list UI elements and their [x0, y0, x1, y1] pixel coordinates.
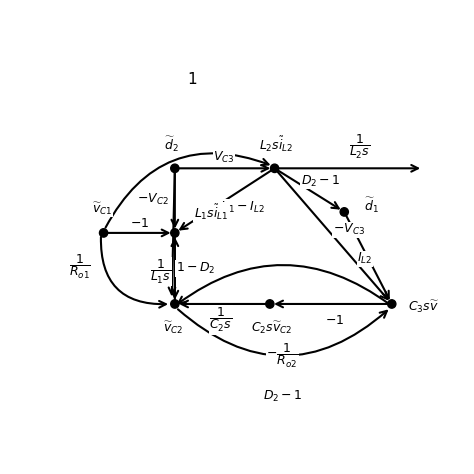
Text: $-\dfrac{1}{R_{o2}}$: $-\dfrac{1}{R_{o2}}$ [266, 342, 299, 370]
Text: $\dfrac{1}{L_2 s}$: $\dfrac{1}{L_2 s}$ [349, 133, 371, 161]
Circle shape [266, 300, 274, 308]
Circle shape [100, 229, 108, 237]
Text: $-V_{C2}$: $-V_{C2}$ [137, 191, 169, 207]
Circle shape [171, 164, 179, 173]
Text: $1$: $1$ [187, 72, 197, 88]
Text: $\widetilde{d}_2$: $\widetilde{d}_2$ [164, 135, 179, 154]
Circle shape [340, 208, 348, 216]
Text: $\dfrac{1}{R_{o1}}$: $\dfrac{1}{R_{o1}}$ [69, 253, 91, 281]
Text: $\widetilde{v}_{C2}$: $\widetilde{v}_{C2}$ [163, 320, 183, 336]
Circle shape [171, 229, 179, 237]
Circle shape [171, 300, 179, 308]
Text: $\widetilde{d}_1$: $\widetilde{d}_1$ [364, 196, 379, 215]
Text: $V_{C3}$: $V_{C3}$ [213, 149, 235, 164]
Text: $\dfrac{1}{C_2 s}$: $\dfrac{1}{C_2 s}$ [209, 306, 232, 334]
Text: $1-D_2$: $1-D_2$ [176, 261, 215, 276]
Text: $I_{L1}-I_{L2}$: $I_{L1}-I_{L2}$ [220, 200, 265, 215]
Text: $-V_{C3}$: $-V_{C3}$ [333, 222, 365, 237]
Text: $I_{L2}$: $I_{L2}$ [357, 251, 373, 266]
Text: $C_2 s\widetilde{v}_{C2}$: $C_2 s\widetilde{v}_{C2}$ [251, 320, 292, 336]
Text: $-1$: $-1$ [325, 314, 345, 327]
Text: $-1$: $-1$ [130, 217, 150, 230]
Text: $D_2-1$: $D_2-1$ [301, 173, 340, 189]
Circle shape [388, 300, 396, 308]
Text: $\widetilde{v}_{C1}$: $\widetilde{v}_{C1}$ [92, 201, 112, 217]
Text: $D_2-1$: $D_2-1$ [263, 389, 302, 403]
Text: $L_2 s\widetilde{i}_{L2}$: $L_2 s\widetilde{i}_{L2}$ [259, 135, 293, 154]
Text: $L_1 s\widetilde{i}_{L1}$: $L_1 s\widetilde{i}_{L1}$ [194, 202, 228, 222]
Text: $\dfrac{1}{L_1 s}$: $\dfrac{1}{L_1 s}$ [150, 258, 171, 286]
Circle shape [271, 164, 279, 173]
Text: $C_3 s\widetilde{v}$: $C_3 s\widetilde{v}$ [408, 299, 439, 315]
